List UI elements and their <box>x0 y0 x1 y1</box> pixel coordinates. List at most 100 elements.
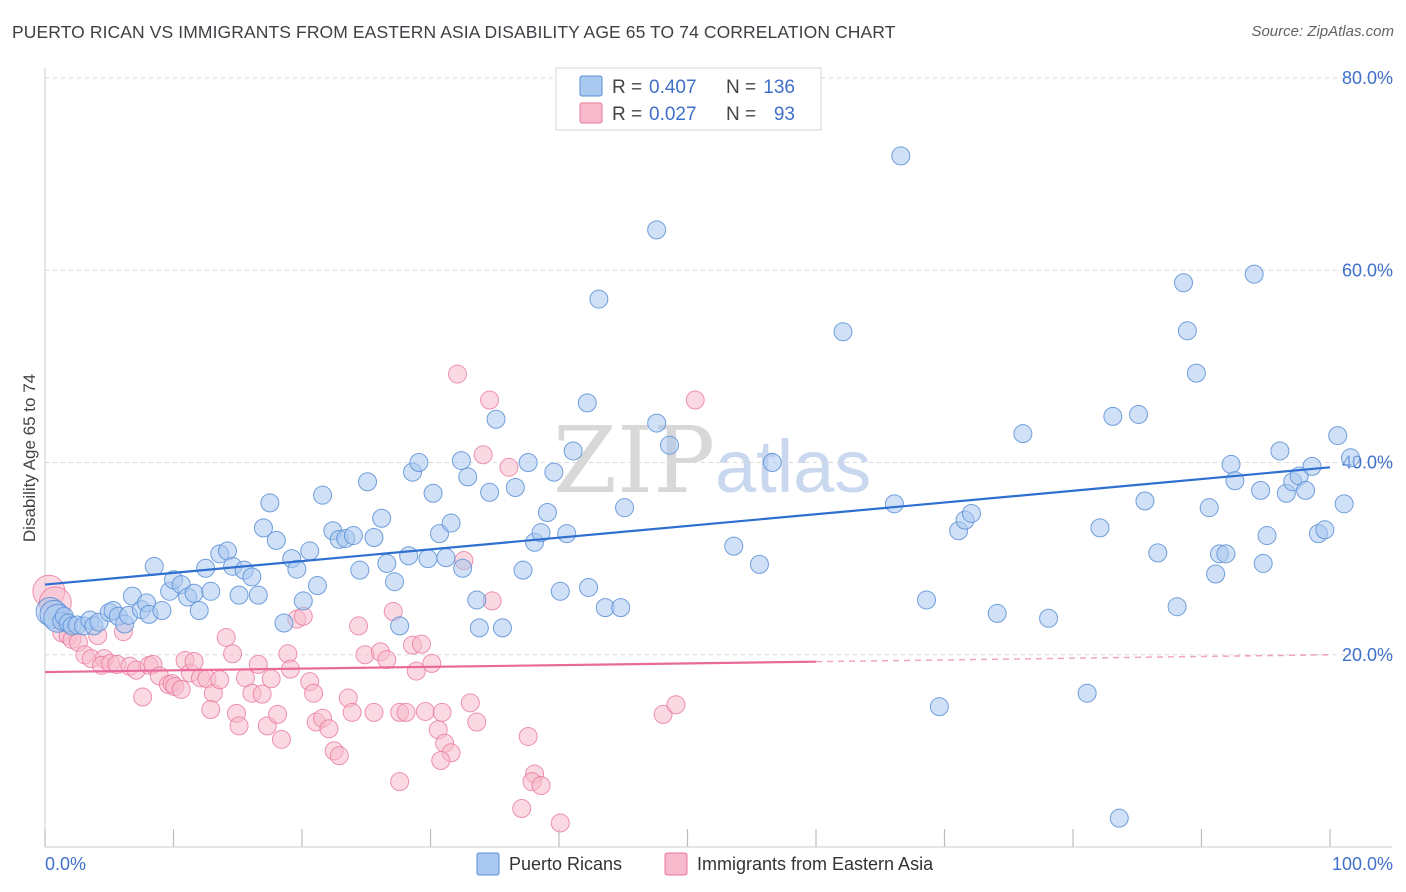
bottom-legend: Puerto Ricans Immigrants from Eastern As… <box>476 852 934 876</box>
pink-point <box>666 695 686 715</box>
pink-point <box>268 704 288 724</box>
pink-point <box>518 726 538 746</box>
blue-point <box>1221 454 1241 474</box>
blue-point <box>189 601 209 621</box>
blue-point <box>891 146 911 166</box>
pink-point <box>499 457 519 477</box>
pink-point <box>319 719 339 739</box>
pink-point <box>412 634 432 654</box>
blue-point <box>550 581 570 601</box>
blue-point <box>201 581 221 601</box>
blue-point <box>469 618 489 638</box>
blue-point <box>577 393 597 413</box>
blue-point <box>451 451 471 471</box>
x-tick-label-min: 0.0% <box>45 854 86 874</box>
pink-point <box>329 746 349 766</box>
blue-point <box>1077 683 1097 703</box>
pink-point <box>252 684 272 704</box>
blue-point <box>152 601 172 621</box>
legend-r-value-2: 0.027 <box>649 104 697 125</box>
blue-point <box>293 591 313 611</box>
pink-point <box>248 654 268 674</box>
blue-point <box>1334 494 1354 514</box>
blue-point <box>144 556 164 576</box>
blue-point <box>544 462 564 482</box>
blue-point <box>1206 564 1226 584</box>
blue-point <box>453 558 473 578</box>
blue-point <box>615 498 635 518</box>
legend-swatch-puerto-ricans <box>579 75 603 97</box>
blue-point <box>1328 426 1348 446</box>
pink-point <box>216 627 236 647</box>
bottom-legend-label-eastern-asia: Immigrants from Eastern Asia <box>697 854 934 874</box>
blue-point <box>409 453 429 472</box>
legend-r-label-1: R = <box>612 77 642 98</box>
blue-point <box>1270 441 1290 461</box>
blue-point <box>724 536 744 556</box>
pink-point <box>364 702 384 722</box>
blue-point <box>486 409 506 429</box>
blue-point <box>518 453 538 472</box>
chart-source: Source: ZipAtlas.com <box>1251 23 1394 40</box>
trend-line-eastern-asia <box>44 660 817 674</box>
blue-point <box>343 526 363 546</box>
pink-point <box>431 750 451 770</box>
pink-point <box>229 716 249 736</box>
pink-point <box>447 364 467 384</box>
y-axis-label: Disability Age 65 to 74 <box>20 374 39 542</box>
blue-point <box>248 585 268 605</box>
watermark-zip: ZIP <box>553 407 715 514</box>
blue-point <box>833 322 853 342</box>
pink-point <box>415 701 435 721</box>
chart-title: PUERTO RICAN VS IMMIGRANTS FROM EASTERN … <box>12 22 896 42</box>
blue-point <box>253 518 273 538</box>
bottom-legend-swatch-puerto-ricans <box>476 852 500 876</box>
pink-point <box>223 644 243 664</box>
blue-point <box>260 493 280 513</box>
pink-point <box>377 650 397 670</box>
blue-point <box>762 453 782 472</box>
pink-point <box>355 645 375 665</box>
blue-point <box>929 697 949 717</box>
pink-point <box>171 679 191 699</box>
legend-swatch-eastern-asia <box>579 102 603 124</box>
blue-point <box>350 560 370 580</box>
blue-point <box>390 616 410 636</box>
blue-point <box>1302 456 1322 476</box>
blue-point <box>505 477 525 497</box>
blue-point <box>563 441 583 461</box>
pink-point <box>304 683 324 703</box>
blue-point <box>364 527 384 547</box>
pink-point <box>422 653 442 673</box>
blue-point <box>307 576 327 596</box>
blue-point <box>287 559 307 579</box>
pink-point <box>480 390 500 410</box>
blue-point <box>647 220 667 240</box>
legend-r-label-2: R = <box>612 104 642 125</box>
trend-layer <box>44 466 1331 674</box>
pink-point <box>396 702 416 722</box>
blue-point <box>423 483 443 503</box>
blue-point <box>1186 363 1206 383</box>
blue-point <box>1296 480 1316 500</box>
blue-point <box>492 618 512 638</box>
legend-n-value-1: 136 <box>763 77 795 98</box>
pink-point <box>261 669 281 689</box>
blue-point <box>1244 264 1264 284</box>
blue-point <box>917 590 937 610</box>
blue-point <box>372 508 392 528</box>
pink-point <box>473 445 493 465</box>
blue-point <box>1135 491 1155 511</box>
pink-point <box>432 702 452 722</box>
blue-point <box>1251 480 1271 500</box>
blue-point <box>961 503 981 523</box>
pink-point <box>133 687 153 707</box>
trend-line-puerto-ricans <box>44 466 1331 586</box>
blue-point <box>441 513 461 533</box>
blue-point <box>987 603 1007 623</box>
blue-point <box>557 524 577 544</box>
pink-point <box>531 775 551 795</box>
pink-point <box>342 702 362 722</box>
blue-point <box>358 472 378 492</box>
